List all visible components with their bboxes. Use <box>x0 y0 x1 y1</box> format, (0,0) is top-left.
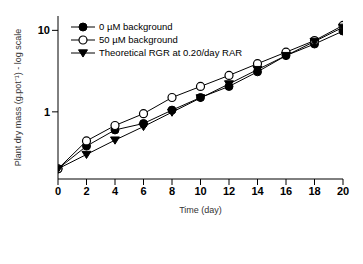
svg-text:10: 10 <box>38 24 50 36</box>
svg-text:14: 14 <box>251 185 264 197</box>
svg-text:10: 10 <box>194 185 206 197</box>
svg-text:Time (day): Time (day) <box>179 205 222 215</box>
svg-text:1: 1 <box>44 106 50 118</box>
html-text:0 µM background: 0 µM background <box>99 21 173 32</box>
svg-text:6: 6 <box>140 185 146 197</box>
html-text:50 µM background: 50 µM background <box>99 34 178 45</box>
svg-text:2: 2 <box>83 185 89 197</box>
svg-text:0: 0 <box>55 185 61 197</box>
svg-text:12: 12 <box>223 185 235 197</box>
svg-text:4: 4 <box>112 185 119 197</box>
html-text:Theoretical RGR at 0.20/day RA: Theoretical RGR at 0.20/day RAR <box>99 47 243 58</box>
svg-text:Plant dry mass (g.pot⁻¹) - log: Plant dry mass (g.pot⁻¹) - log scale <box>13 29 23 167</box>
svg-text:18: 18 <box>308 185 320 197</box>
svg-text:20: 20 <box>337 185 349 197</box>
svg-text:16: 16 <box>280 185 292 197</box>
svg-text:8: 8 <box>169 185 175 197</box>
